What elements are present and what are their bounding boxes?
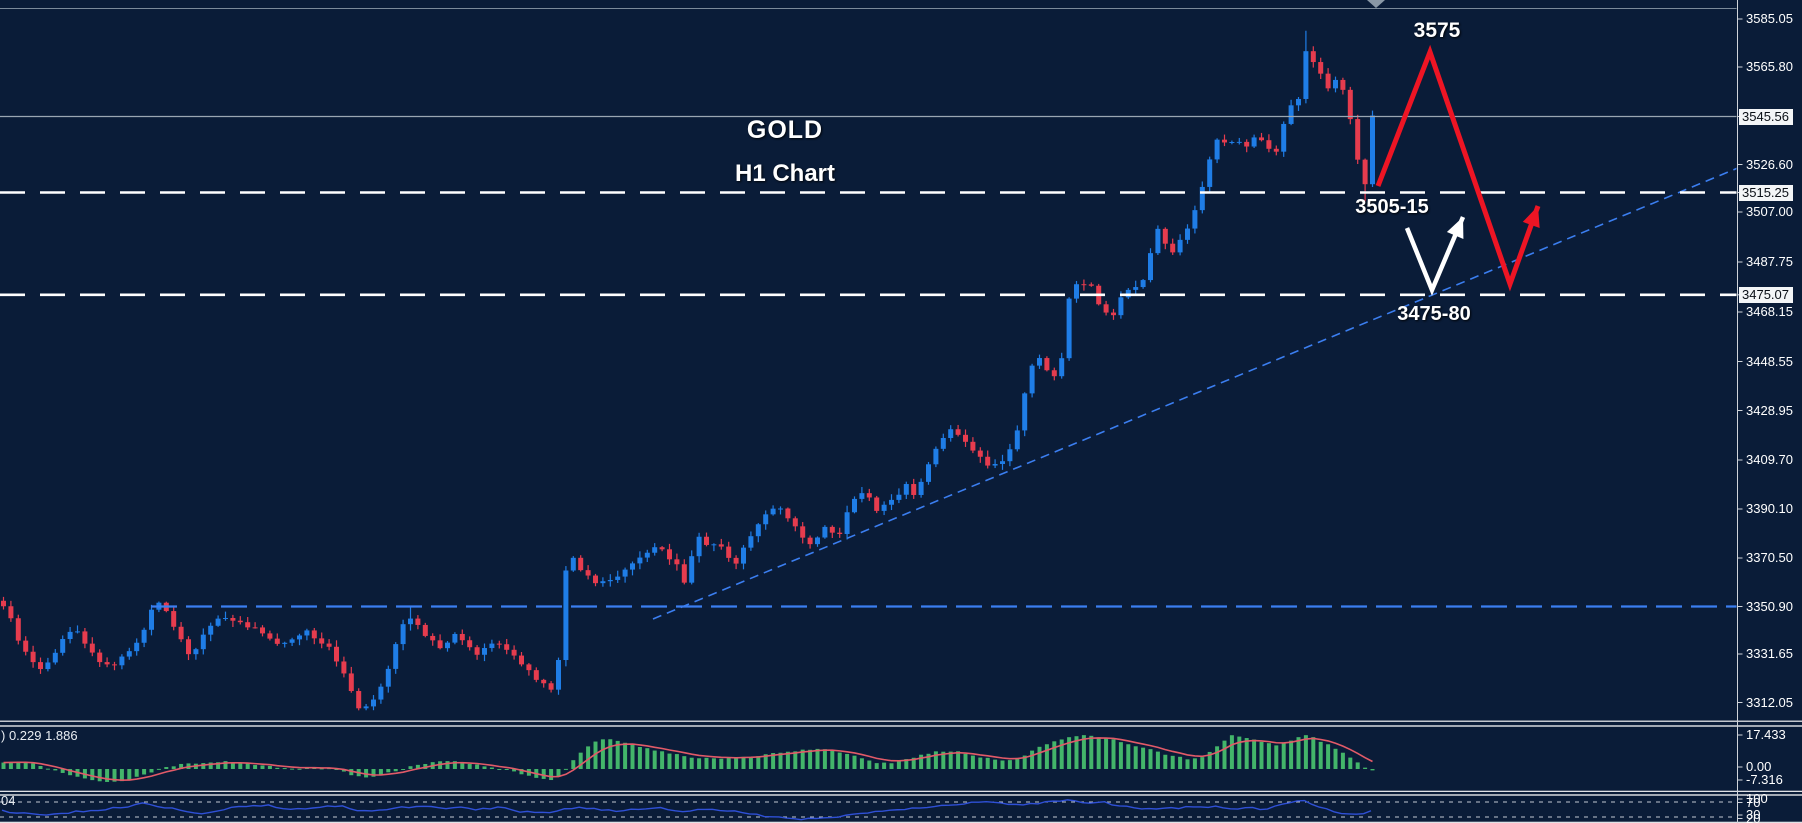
indicator1-scale-label: 17.433: [1746, 727, 1786, 742]
price-axis-label: 3507.00: [1746, 204, 1793, 219]
indicator2-scale-label: 100: [1746, 791, 1768, 806]
indicator2-scale-label: 30: [1746, 807, 1761, 822]
indicator2-scale-label: 20: [1746, 810, 1761, 823]
price-axis-label: 3448.55: [1746, 353, 1793, 369]
indicator1-scale-label: 0.00: [1746, 759, 1772, 774]
candlestick-series: [1, 30, 1375, 711]
price-axis-label: 3585.05: [1746, 11, 1793, 26]
red-projection-path: [1375, 44, 1541, 292]
price-axis-label: 3545.56: [1739, 108, 1793, 125]
price-axis-label: 3312.05: [1746, 694, 1793, 710]
price-axis-label: 3487.75: [1746, 254, 1793, 269]
price-axis-label: 3468.15: [1746, 304, 1793, 319]
indicator1-pane-osma[interactable]: [1, 735, 1375, 782]
indicator2-scale-label: 70: [1746, 794, 1761, 810]
price-axis-label: 3515.25: [1739, 184, 1793, 201]
price-axis-label: 3526.60: [1746, 156, 1793, 172]
price-axis-label: 3475.07: [1739, 286, 1793, 303]
osma-signal-line: [3, 737, 1373, 781]
main-price-pane[interactable]: [0, 0, 1745, 711]
indicator2-pane-oscillator[interactable]: [0, 799, 1738, 821]
price-axis-label: 3350.90: [1746, 598, 1793, 614]
price-axis-label: 3331.65: [1746, 646, 1793, 661]
oscillator-line: [1, 799, 1372, 821]
scroll-marker-icon: [1367, 0, 1385, 8]
price-axis-label: 3390.10: [1746, 501, 1793, 516]
price-axis-label: 3428.95: [1746, 402, 1793, 418]
white-projection-path: [1404, 216, 1466, 296]
price-axis-label: 3409.70: [1746, 452, 1793, 467]
indicator1-scale-label: -7.316: [1746, 772, 1783, 787]
price-axis-label: 3565.80: [1746, 59, 1793, 74]
price-axis-label: 3370.50: [1746, 550, 1793, 565]
